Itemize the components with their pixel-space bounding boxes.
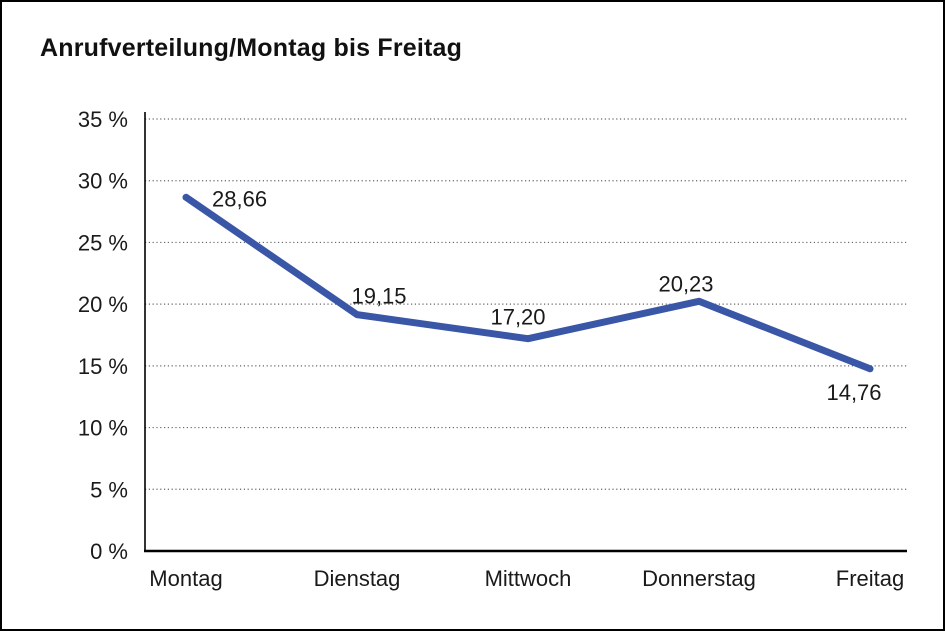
y-tick-label-30: 30 % — [78, 169, 128, 194]
x-category-label-0: Montag — [149, 566, 222, 591]
x-category-label-1: Dienstag — [314, 566, 401, 591]
data-point-label-3: 20,23 — [658, 271, 713, 296]
x-category-label-3: Donnerstag — [642, 566, 756, 591]
y-tick-label-35: 35 % — [78, 107, 128, 132]
data-point-label-2: 17,20 — [490, 305, 545, 330]
x-category-label-4: Freitag — [836, 566, 904, 591]
chart-title: Anrufverteilung/Montag bis Freitag — [40, 34, 463, 62]
data-point-label-4: 14,76 — [826, 380, 881, 405]
y-tick-label-25: 25 % — [78, 230, 128, 255]
x-category-label-2: Mittwoch — [485, 566, 572, 591]
y-tick-label-5: 5 % — [90, 477, 128, 502]
y-tick-label-0: 0 % — [90, 539, 128, 564]
data-point-label-0: 28,66 — [212, 186, 267, 211]
y-tick-label-20: 20 % — [78, 292, 128, 317]
y-tick-label-10: 10 % — [78, 416, 128, 441]
y-tick-label-15: 15 % — [78, 354, 128, 379]
series-line — [182, 193, 874, 373]
data-point-label-1: 19,15 — [351, 284, 406, 309]
